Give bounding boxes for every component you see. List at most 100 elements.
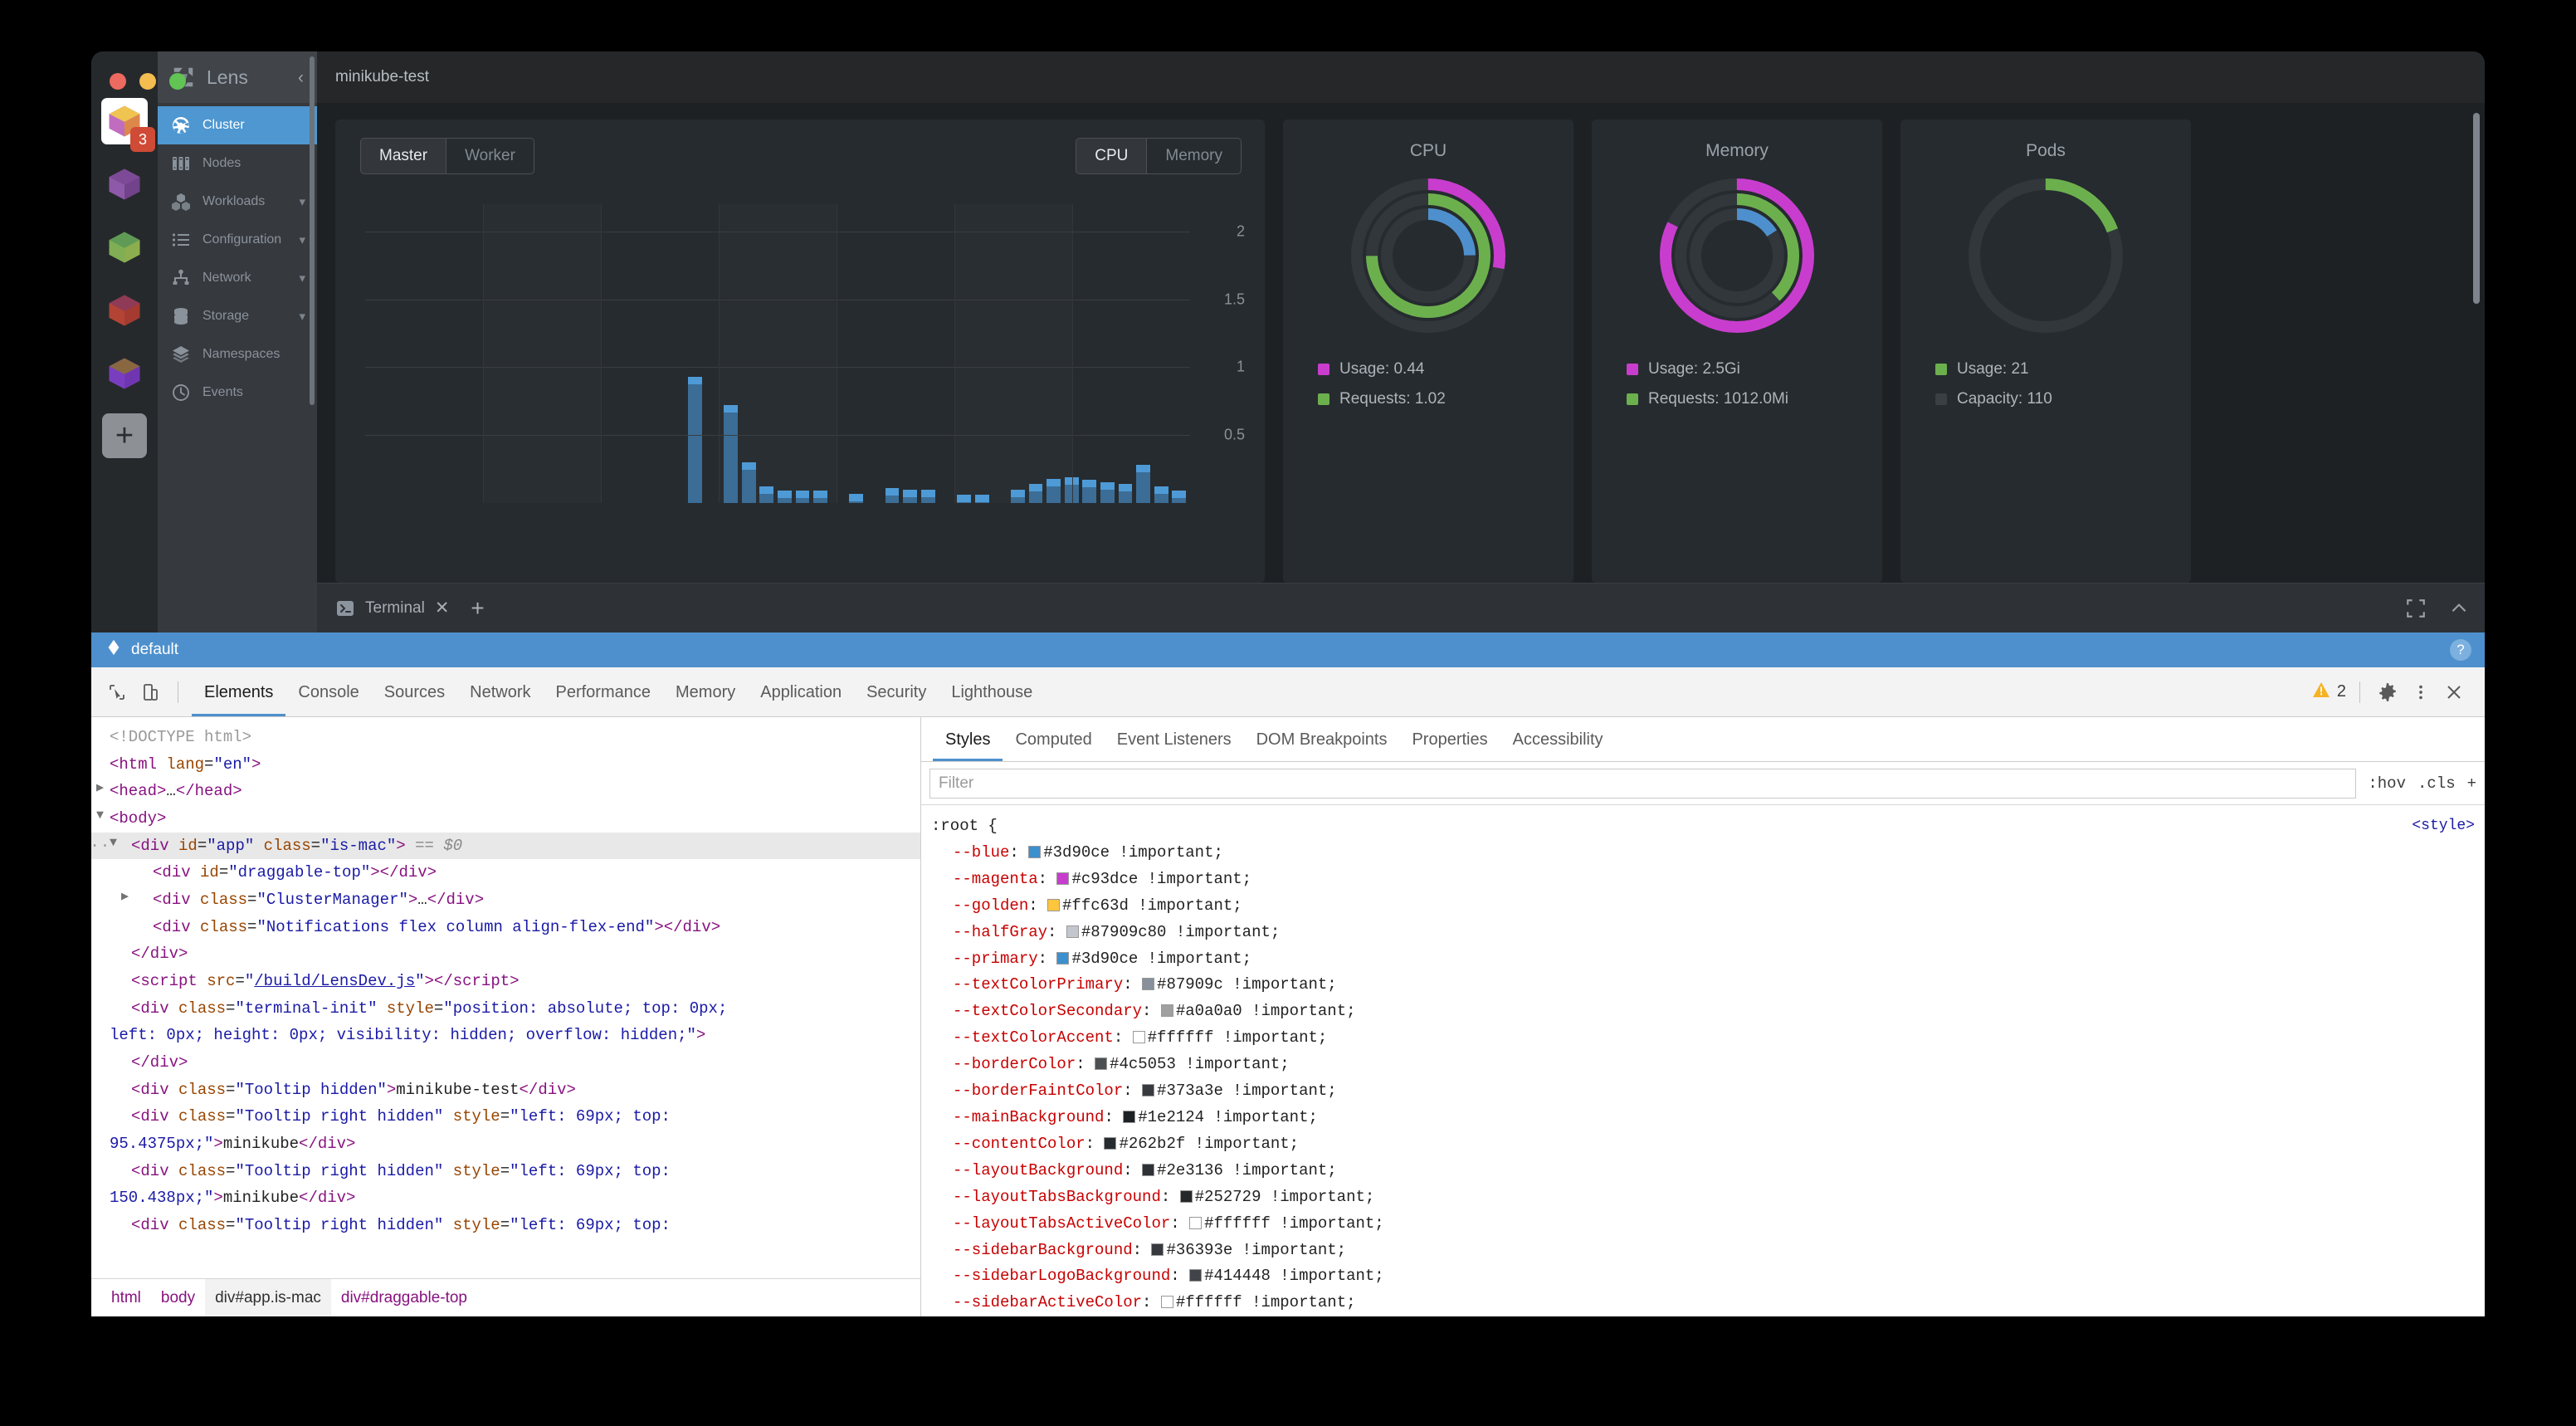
sidebar-item-namespaces[interactable]: Namespaces	[158, 335, 317, 374]
sidebar-item-events[interactable]: Events	[158, 374, 317, 412]
css-declaration[interactable]: --textColorSecondary: #a0a0a0 !important…	[953, 1002, 1356, 1021]
tab-memory[interactable]: Memory	[676, 682, 736, 701]
css-declaration[interactable]: --magenta: #c93dce !important;	[953, 869, 1252, 888]
metric-button-cpu[interactable]: CPU	[1076, 138, 1148, 174]
dom-node-line[interactable]: <!DOCTYPE html>	[110, 728, 252, 746]
css-declaration[interactable]: --borderColor: #4c5053 !important;	[953, 1055, 1290, 1074]
close-icon[interactable]: ✕	[434, 598, 450, 618]
chevron-down-icon[interactable]: ▾	[299, 233, 305, 247]
dom-node-line[interactable]: <script src="/build/LensDev.js"></script…	[131, 972, 520, 991]
sidebar-item-storage[interactable]: Storage ▾	[158, 297, 317, 335]
kebab-menu-icon[interactable]	[2407, 678, 2435, 706]
fullscreen-icon[interactable]	[2405, 598, 2427, 619]
chevron-down-icon[interactable]: ▾	[299, 271, 305, 286]
dom-tree[interactable]: <!DOCTYPE html> <html lang="en"> ▶ <head>…<…	[91, 717, 920, 1278]
help-icon[interactable]: ?	[2450, 639, 2471, 661]
dom-node-line[interactable]: <div class="Tooltip right hidden" style=…	[131, 1161, 671, 1180]
sidebar-item-configuration[interactable]: Configuration ▾	[158, 221, 317, 259]
sidebar-scrollbar[interactable]	[310, 56, 315, 405]
color-swatch[interactable]	[1160, 1004, 1173, 1018]
styles-tab-event-listeners[interactable]: Event Listeners	[1116, 730, 1232, 749]
tab-elements[interactable]: Elements	[192, 668, 285, 716]
node-role-button-worker[interactable]: Worker	[446, 138, 534, 174]
plus-icon[interactable]: +	[471, 594, 485, 621]
dom-node-line[interactable]: left: 0px; height: 0px; visibility: hidd…	[110, 1026, 706, 1045]
device-toolbar-icon[interactable]	[136, 678, 164, 706]
css-declaration[interactable]: --layoutTabsActiveColor: #ffffff !import…	[953, 1214, 1384, 1233]
chevron-down-icon[interactable]: ▾	[299, 310, 305, 324]
color-swatch[interactable]	[1056, 872, 1070, 885]
color-swatch[interactable]	[1142, 978, 1155, 991]
styles-tab-styles[interactable]: Styles	[933, 718, 1003, 761]
css-declaration[interactable]: --golden: #ffc63d !important;	[953, 896, 1242, 915]
dom-node-line[interactable]: 95.4375px;">minikube</div>	[110, 1135, 356, 1154]
css-declaration[interactable]: --blue: #3d90ce !important;	[953, 842, 1223, 862]
tab-application[interactable]: Application	[760, 682, 842, 701]
breadcrumb-item[interactable]: div#draggable-top	[340, 1288, 468, 1306]
dom-node-line[interactable]: <div class="terminal-init" style="positi…	[131, 999, 728, 1018]
cluster-icon-3[interactable]	[101, 287, 148, 334]
cls-toggle[interactable]: .cls	[2417, 774, 2456, 793]
css-declaration[interactable]: --contentColor: #262b2f !important;	[953, 1134, 1300, 1153]
close-icon[interactable]	[2440, 678, 2468, 706]
css-declaration[interactable]: --textColorAccent: #ffffff !important;	[953, 1028, 1328, 1048]
css-declaration[interactable]: --mainBackground: #1e2124 !important;	[953, 1107, 1318, 1126]
inspect-cursor-icon[interactable]	[103, 678, 131, 706]
dashboard-scrollbar[interactable]	[2473, 113, 2480, 304]
color-swatch[interactable]	[1066, 925, 1079, 938]
tab-sources[interactable]: Sources	[383, 682, 446, 701]
tab-security[interactable]: Security	[866, 682, 927, 701]
css-declaration[interactable]: --borderFaintColor: #373a3e !important;	[953, 1082, 1337, 1101]
style-source-link[interactable]: <style>	[2412, 818, 2475, 834]
tab-console[interactable]: Console	[298, 682, 359, 701]
close-window-button[interactable]	[110, 73, 126, 90]
css-declaration[interactable]: --layoutBackground: #2e3136 !important;	[953, 1160, 1337, 1179]
color-swatch[interactable]	[1056, 951, 1070, 965]
gear-icon[interactable]	[2374, 678, 2402, 706]
new-style-rule-button[interactable]: +	[2466, 774, 2476, 793]
hov-toggle[interactable]: :hov	[2368, 774, 2406, 793]
terminal-tab[interactable]: Terminal ✕	[335, 598, 449, 618]
dom-node-line[interactable]: </div>	[131, 945, 188, 964]
dom-node-line[interactable]: ▶ <div class="ClusterManager">…</div>	[121, 890, 485, 910]
tab-network[interactable]: Network	[470, 682, 531, 701]
color-swatch[interactable]	[1047, 898, 1061, 911]
color-swatch[interactable]	[1179, 1189, 1193, 1203]
css-declaration[interactable]: --sidebarBackground: #36393e !important;	[953, 1240, 1347, 1259]
sidebar-item-cluster[interactable]: Cluster	[158, 106, 317, 144]
dom-node-line[interactable]: </div>	[131, 1053, 188, 1072]
css-declaration[interactable]: --sidebarLogoBackground: #414448 !import…	[953, 1267, 1384, 1286]
chevron-left-icon[interactable]: ‹	[298, 67, 304, 87]
css-declaration[interactable]: --primary: #3d90ce !important;	[953, 949, 1252, 968]
color-swatch[interactable]	[1142, 1084, 1155, 1097]
node-role-button-master[interactable]: Master	[360, 138, 447, 174]
cluster-icon-1[interactable]	[101, 161, 148, 208]
cluster-icon-0[interactable]: 3	[101, 98, 155, 152]
color-swatch[interactable]	[1151, 1243, 1164, 1256]
dom-node-line[interactable]: <div class="Tooltip hidden">minikube-tes…	[131, 1080, 576, 1099]
maximize-window-button[interactable]	[169, 73, 186, 90]
add-cluster-button[interactable]: +	[102, 413, 147, 458]
sidebar-item-nodes[interactable]: Nodes	[158, 144, 317, 183]
dom-node-line[interactable]: <div class="Notifications flex column al…	[153, 917, 721, 936]
sidebar-item-workloads[interactable]: Workloads ▾	[158, 183, 317, 221]
sidebar-item-network[interactable]: Network ▾	[158, 259, 317, 297]
cluster-icon-4[interactable]	[101, 350, 148, 397]
color-swatch[interactable]	[1104, 1136, 1117, 1150]
css-declaration[interactable]: --halfGray: #87909c80 !important;	[953, 922, 1281, 941]
styles-tab-computed[interactable]: Computed	[1015, 730, 1092, 749]
color-swatch[interactable]	[1095, 1057, 1108, 1071]
warning-badge[interactable]: 2	[2311, 680, 2346, 705]
dom-node-line[interactable]: ▶ <head>…</head>	[96, 781, 242, 801]
color-swatch[interactable]	[1189, 1216, 1203, 1229]
css-declaration[interactable]: --sidebarActiveColor: #ffffff !important…	[953, 1293, 1356, 1312]
css-declaration[interactable]: --layoutTabsBackground: #252729 !importa…	[953, 1187, 1375, 1206]
breadcrumb-item[interactable]: body	[160, 1288, 196, 1306]
cluster-icon-2[interactable]	[101, 224, 148, 271]
color-swatch[interactable]	[1123, 1110, 1136, 1123]
dom-node-line[interactable]: <div id="draggable-top"></div>	[153, 863, 437, 882]
dom-node-line[interactable]: <html lang="en">	[110, 755, 261, 774]
dom-node-line[interactable]: <div class="Tooltip right hidden" style=…	[131, 1107, 671, 1126]
color-swatch[interactable]	[1160, 1296, 1173, 1309]
breadcrumb-item[interactable]: div#app.is-mac	[205, 1278, 331, 1316]
